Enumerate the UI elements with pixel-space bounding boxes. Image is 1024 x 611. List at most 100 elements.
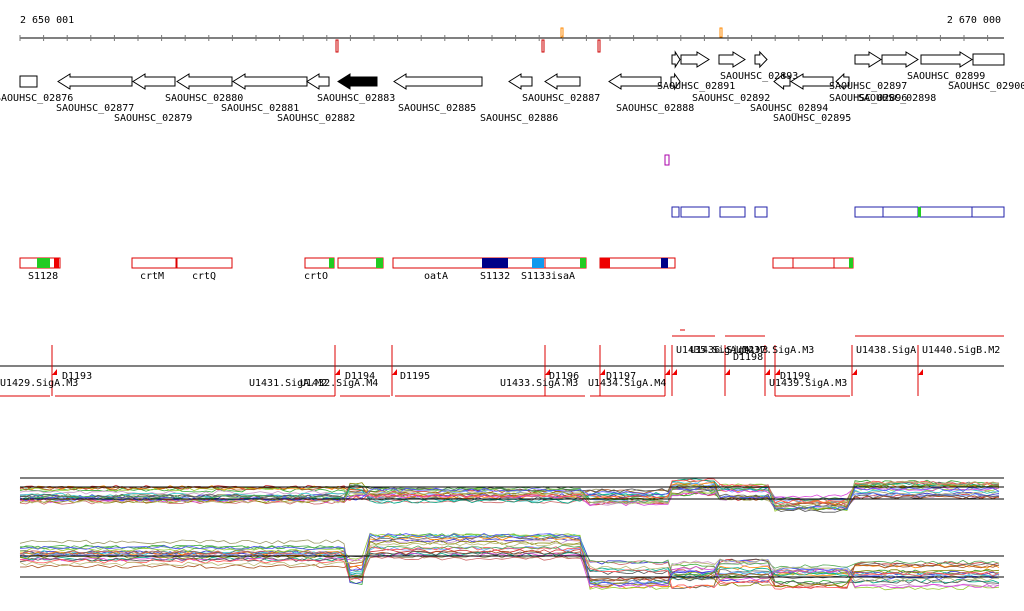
axis-marker	[560, 27, 564, 38]
operon-box	[971, 206, 1005, 218]
gene-arrow	[790, 73, 834, 90]
expression-trace	[19, 533, 1000, 581]
feature-label: crtO	[304, 271, 328, 282]
feature-label: isaA	[551, 271, 575, 282]
operon-box	[919, 206, 973, 218]
transcript-start	[335, 369, 340, 375]
axis-marker	[719, 27, 723, 38]
feature-fill	[661, 258, 668, 268]
transcript-label: U1433.SigA.M3	[500, 378, 578, 389]
gene-arrow	[854, 51, 882, 68]
axis-marker	[541, 39, 545, 53]
expression-trace	[19, 480, 1000, 505]
gene-arrow	[835, 72, 850, 91]
operon-box	[854, 206, 884, 218]
transcript-start	[672, 369, 677, 375]
gene-label: SAOUHSC_02886	[480, 113, 558, 124]
transcript-label: U1432.SigA.M4	[300, 378, 378, 389]
gene-label: SAOUHSC_02888	[616, 103, 694, 114]
gene-label: SAOUHSC_02900	[948, 81, 1024, 92]
gene-arrow	[754, 50, 768, 69]
gene-label: SAOUHSC_02877	[56, 103, 134, 114]
gene-arrow	[306, 73, 330, 90]
operon-box	[719, 206, 746, 218]
expression-trace	[19, 546, 1000, 590]
transcript-start	[600, 369, 605, 375]
gene-arrow	[881, 51, 919, 68]
expression-trace	[19, 539, 1000, 582]
gene-arrow	[337, 73, 378, 90]
feature-label: crtM	[140, 271, 164, 282]
gene-arrow	[393, 73, 483, 90]
feature-fill	[580, 258, 586, 268]
feature-fill	[482, 258, 508, 268]
axis-start: 2 650 001	[20, 15, 74, 26]
feature-fill	[37, 258, 50, 268]
gene-label: SAOUHSC_02876	[0, 93, 73, 104]
feature-label: S1128	[28, 271, 58, 282]
transcript-label: U1439.SigA.M3	[769, 378, 847, 389]
expression-trace	[19, 484, 999, 513]
transcript-label: U1429.SigA.M3	[0, 378, 78, 389]
axis-marker	[597, 39, 601, 53]
expression-trace	[19, 479, 1000, 505]
gene-arrow	[671, 50, 681, 69]
gene-label: SAOUHSC_02885	[398, 103, 476, 114]
gene-label: SAOUHSC_02895	[773, 113, 851, 124]
feature-fill	[376, 258, 383, 268]
gene-arrow	[508, 73, 533, 90]
transcript-label: U1440.SigB.M2	[922, 345, 1000, 356]
feature-box	[772, 257, 794, 269]
transcript-label: D1198	[733, 352, 763, 363]
gene-label: SAOUHSC_02879	[114, 113, 192, 124]
gene-arrow	[920, 51, 973, 68]
axis-marker	[335, 39, 339, 53]
transcript-start	[52, 369, 57, 375]
operon-mark	[918, 207, 921, 217]
operon-box	[680, 206, 710, 218]
gene-arrow	[608, 73, 662, 90]
transcript-start	[725, 369, 730, 375]
gene-label: SAOUHSC_02881	[221, 103, 299, 114]
gene-label: SAOUHSC_02894	[750, 103, 828, 114]
transcript-label: D1195	[400, 371, 430, 382]
gene-label: SAOUHSC_02891	[657, 81, 735, 92]
gene-arrow	[544, 73, 581, 90]
expression-trace	[19, 481, 1000, 505]
transcript-label: D1194	[345, 371, 375, 382]
feature-fill	[600, 258, 610, 268]
axis-end: 2 670 000	[947, 15, 1001, 26]
gene-label: SAOUHSC_02899	[907, 71, 985, 82]
transcript-label: U1438.SigA	[856, 345, 916, 356]
gene-label: SAOUHSC_02882	[277, 113, 355, 124]
feature-fill	[54, 258, 59, 268]
expression-trace	[19, 535, 1000, 589]
feature-fill	[532, 258, 544, 268]
transcript-label: D1193	[62, 371, 92, 382]
gene-label: SAOUHSC_02898	[858, 93, 936, 104]
feature-box	[544, 257, 587, 269]
transcript-label: U1434.SigA.M4	[588, 378, 666, 389]
transcript-label: U1435.SigA.M2	[676, 345, 754, 356]
transcript-label: D1196	[549, 371, 579, 382]
marker	[664, 154, 670, 166]
gene-label: SAOUHSC_02893	[720, 71, 798, 82]
transcript-start	[392, 369, 397, 375]
gene-arrow	[718, 51, 746, 68]
gene-arrow	[972, 53, 1005, 66]
transcript-label: U1436.SigA.M3	[690, 345, 768, 356]
operon-box	[754, 206, 768, 218]
gene-label: SAOUHSC_02892	[692, 93, 770, 104]
expression-trace	[19, 550, 1000, 585]
gene-label: SAOUHSC_02897	[829, 81, 907, 92]
expression-trace	[19, 542, 1000, 583]
gene-arrow	[670, 72, 681, 91]
feature-fill	[329, 258, 334, 268]
expression-trace	[19, 486, 1000, 511]
transcript-start	[765, 369, 770, 375]
transcript-start	[665, 369, 670, 375]
feature-box	[176, 257, 233, 269]
transcript-label: D1199	[780, 371, 810, 382]
transcript-start	[852, 369, 857, 375]
